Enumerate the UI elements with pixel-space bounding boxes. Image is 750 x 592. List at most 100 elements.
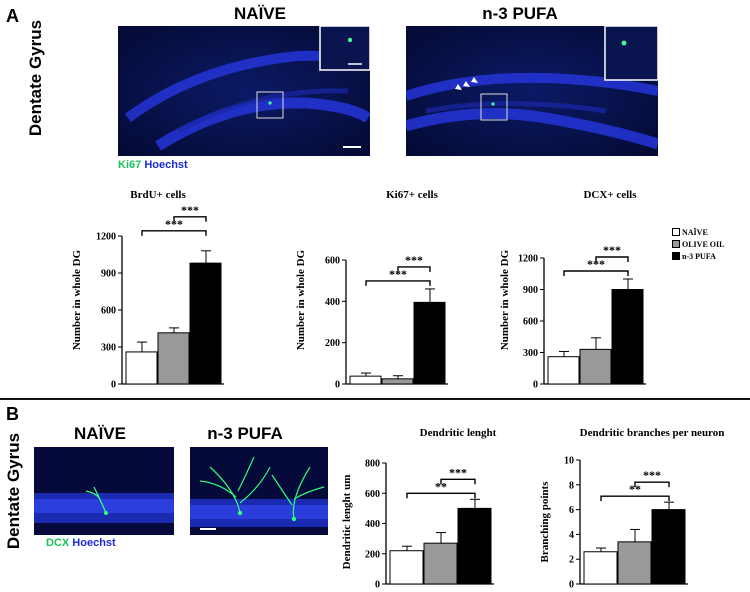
chart-dendritic-length-bar-olive [423,542,458,585]
legend-swatch-olive [672,240,680,248]
legend-label-naive: NAÏVE [682,227,708,237]
chart-ki67-tick-label: 200 [325,338,340,349]
chart-dcx-significance-label: *** [587,257,605,271]
chart-brdu-tick-label: 600 [101,306,116,317]
chart-dendritic-length-significance-bracket [406,492,476,499]
chart-dcx-significance-bracket [563,270,629,276]
micrograph-naive-ki67 [118,26,370,156]
chart-dcx-bar-pufa [611,289,644,385]
chart-ki67-tick-label: 0 [335,380,340,391]
chart-branching-points-tick-label: 0 [569,580,574,591]
chart-ki67-significance-label: *** [389,267,407,281]
chart-brdu: BrdU+ cells Number in whole DG 0 300 600 90… [71,189,224,391]
chart-dcx-tick-label: 600 [523,317,538,328]
chart-branching-points-significance-bracket [634,481,670,488]
panel-b-letter: B [6,404,19,424]
chart-ki67-title: Ki67+ cells [386,189,439,201]
chart-ki67: Ki67+ cells Number in whole DG 0 200 400 60… [295,189,448,391]
panel-b-stain-legend: DCX Hoechst [46,537,116,549]
chart-branching-points-tick-label: 4 [569,530,574,541]
panel-a-letter: A [6,6,19,26]
chart-brdu-ylabel: Number in whole DG [71,249,83,350]
chart-ki67-bar-pufa [413,301,446,385]
legend-item-pufa: n-3 PUFA [672,250,724,262]
micrograph-pufa-dcx [190,447,328,535]
chart-branching-points-tick-label: 10 [564,456,574,467]
panel-b-naive-title: NAÏVE [74,424,126,443]
chart-dendritic-length-tick-label: 0 [375,580,380,591]
chart-branching-points: Dendritic branches per neuron Branching … [539,427,725,591]
micrograph-pufa-ki67 [406,26,658,156]
panel-a-stain-legend: Ki67 Hoechst [118,159,188,171]
chart-dcx-significance-label: *** [603,243,621,257]
chart-ki67-bar-olive [381,378,414,385]
chart-dendritic-length-title: Dendritic lenght [420,427,497,439]
chart-brdu-significance-bracket [173,216,207,222]
chart-brdu-significance-bracket [141,230,207,236]
chart-dcx-bar-olive [579,348,612,385]
chart-dendritic-length-significance-bracket [440,478,476,485]
chart-dcx-significance-bracket [595,256,629,262]
chart-brdu-tick-label: 1200 [96,232,116,243]
chart-dendritic-length-tick-label: 200 [365,549,380,560]
panel-b-pufa-title: n-3 PUFA [207,424,283,443]
legend-label-pufa: n-3 PUFA [682,251,716,261]
chart-branching-points-bar-pufa [651,509,686,585]
chart-branching-points-tick-label: 8 [569,480,574,491]
chart-brdu-bar-olive [157,332,190,385]
chart-dendritic-length: Dendritic lenght Dendritic lenght um 0 20… [341,427,497,591]
chart-branching-points-bar-naive [583,551,618,585]
chart-brdu-bar-pufa [189,262,222,385]
legend-item-naive: NAÏVE [672,226,724,238]
chart-ki67-significance-bracket [397,266,431,272]
chart-brdu-title: BrdU+ cells [130,189,186,201]
chart-dendritic-length-significance-label: ** [435,479,447,493]
chart-dcx-tick-label: 1200 [518,254,538,265]
chart-dcx-tick-label: 0 [533,380,538,391]
chart-branching-points-significance-bracket [600,495,670,502]
chart-brdu-significance-label: *** [181,203,199,217]
chart-ki67-ylabel: Number in whole DG [295,249,307,350]
chart-dendritic-length-tick-label: 600 [365,489,380,500]
chart-ki67-significance-bracket [365,280,431,286]
legend-swatch-naive [672,228,680,236]
chart-branching-points-title: Dendritic branches per neuron [580,427,725,439]
chart-dcx-tick-label: 900 [523,285,538,296]
chart-dendritic-length-ylabel: Dendritic lenght um [341,475,353,570]
panel-b-row-label: Dentate Gyrus [4,432,23,550]
chart-dendritic-length-tick-label: 800 [365,459,380,470]
panel-a-pufa-title: n-3 PUFA [482,4,558,23]
chart-dendritic-length-bar-naive [389,550,424,585]
chart-dendritic-length-bar-pufa [457,507,492,585]
legend-swatch-pufa [672,252,680,260]
chart-ki67-bar-naive [349,375,382,385]
legend-item-olive: OLIVE OIL [672,238,724,250]
chart-branching-points-tick-label: 6 [569,505,574,516]
chart-legend: NAÏVE OLIVE OIL n-3 PUFA [672,226,724,262]
chart-dcx-tick-label: 300 [523,348,538,359]
chart-ki67-tick-label: 400 [325,297,340,308]
chart-branching-points-significance-label: ** [629,482,641,496]
chart-ki67-significance-label: *** [405,253,423,267]
chart-brdu-significance-label: *** [165,217,183,231]
chart-branching-points-significance-label: *** [643,468,661,482]
ki67-stain-label: Ki67 [118,159,142,171]
chart-dcx-title: DCX+ cells [583,189,637,201]
chart-dcx-bar-naive [547,356,580,385]
chart-brdu-tick-label: 0 [111,380,116,391]
chart-brdu-tick-label: 300 [101,343,116,354]
chart-dendritic-length-tick-label: 400 [365,519,380,530]
panel-a-row-label: Dentate Gyrus [26,19,45,137]
chart-dendritic-length-significance-label: *** [449,465,467,479]
hoechst-stain-label-a: Hoechst [144,159,188,171]
dcx-stain-label: DCX [46,537,70,549]
chart-ki67-tick-label: 600 [325,256,340,267]
legend-label-olive: OLIVE OIL [682,239,725,249]
chart-branching-points-ylabel: Branching points [539,481,551,563]
hoechst-stain-label-b: Hoechst [72,537,116,549]
micrograph-naive-dcx [34,447,174,535]
chart-branching-points-bar-olive [617,541,652,585]
panel-divider [0,398,750,400]
chart-brdu-bar-naive [125,351,158,385]
chart-branching-points-tick-label: 2 [569,555,574,566]
